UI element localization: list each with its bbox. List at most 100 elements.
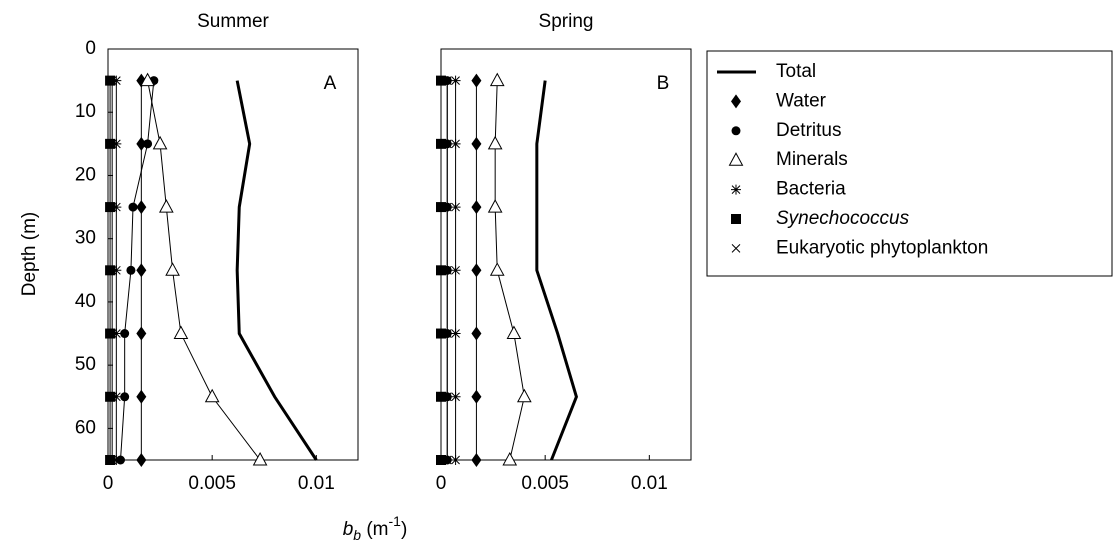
legend-label: Eukaryotic phytoplankton bbox=[776, 237, 988, 258]
marker bbox=[165, 262, 180, 276]
marker bbox=[471, 263, 482, 278]
marker bbox=[450, 138, 461, 149]
marker bbox=[436, 75, 446, 86]
marker bbox=[252, 451, 268, 466]
panel-label: A bbox=[324, 73, 337, 94]
marker bbox=[105, 75, 116, 86]
marker bbox=[450, 328, 461, 339]
x-tick-label: 0.005 bbox=[188, 473, 236, 494]
marker bbox=[450, 265, 461, 276]
marker bbox=[136, 453, 147, 467]
marker bbox=[107, 265, 117, 275]
marker bbox=[450, 455, 461, 465]
marker bbox=[436, 328, 446, 339]
marker bbox=[728, 152, 744, 166]
marker bbox=[120, 329, 130, 339]
marker bbox=[105, 455, 116, 465]
marker bbox=[487, 199, 503, 213]
marker bbox=[436, 138, 446, 149]
legend-label: Total bbox=[776, 61, 816, 82]
marker bbox=[136, 326, 147, 341]
x-label-exponent: -1 bbox=[389, 513, 402, 529]
x-axis-label: bb (m-1) bbox=[343, 513, 408, 543]
x-tick-label: 0 bbox=[436, 473, 447, 494]
legend-label: Bacteria bbox=[776, 179, 846, 200]
total-line bbox=[535, 80, 579, 461]
legend-box bbox=[706, 50, 1113, 277]
marker bbox=[502, 451, 518, 466]
x-tick-label: 0.01 bbox=[298, 473, 335, 494]
x-label-unit: (m bbox=[361, 519, 388, 540]
marker bbox=[450, 391, 461, 402]
marker bbox=[436, 202, 446, 213]
marker bbox=[471, 326, 482, 341]
marker bbox=[489, 262, 505, 276]
y-tick-label: 50 bbox=[75, 354, 96, 375]
legend-label: Synechococcus bbox=[776, 208, 910, 229]
x-tick-label: 0 bbox=[103, 473, 114, 494]
marker bbox=[136, 136, 147, 151]
y-tick-label: 10 bbox=[75, 101, 96, 122]
y-tick-label: 40 bbox=[75, 291, 96, 312]
marker bbox=[436, 265, 446, 276]
marker bbox=[436, 455, 446, 465]
marker bbox=[516, 388, 532, 403]
marker bbox=[107, 139, 117, 149]
marker bbox=[107, 76, 117, 85]
marker bbox=[450, 75, 461, 86]
marker bbox=[105, 391, 116, 402]
series-line bbox=[147, 80, 261, 461]
marker bbox=[442, 455, 452, 465]
marker bbox=[105, 202, 116, 213]
marker bbox=[111, 202, 122, 213]
marker bbox=[111, 328, 122, 339]
marker bbox=[158, 199, 174, 213]
marker bbox=[436, 391, 446, 402]
marker bbox=[152, 135, 168, 150]
marker bbox=[506, 325, 522, 340]
marker bbox=[136, 263, 147, 278]
marker bbox=[442, 139, 452, 149]
marker bbox=[471, 200, 482, 215]
marker bbox=[107, 202, 117, 212]
plot-frame bbox=[107, 48, 359, 461]
marker bbox=[111, 391, 122, 402]
marker bbox=[143, 139, 153, 149]
marker bbox=[731, 214, 741, 224]
marker bbox=[471, 453, 482, 467]
x-tick-label: 0.01 bbox=[631, 473, 668, 494]
marker bbox=[442, 202, 452, 212]
x-label-close: ) bbox=[401, 519, 407, 540]
legend-label: Water bbox=[776, 90, 827, 111]
y-tick-label: 20 bbox=[75, 164, 96, 185]
chart-title: Spring bbox=[539, 11, 594, 32]
chart-title: Summer bbox=[197, 11, 269, 32]
marker bbox=[731, 126, 741, 136]
y-axis-label: Depth (m) bbox=[19, 212, 40, 296]
marker bbox=[204, 388, 220, 403]
marker bbox=[111, 138, 122, 149]
x-tick-label: 0.005 bbox=[521, 473, 569, 494]
marker bbox=[731, 244, 741, 253]
marker bbox=[105, 138, 116, 149]
marker bbox=[111, 455, 122, 465]
marker bbox=[136, 389, 147, 404]
marker bbox=[120, 392, 130, 402]
marker bbox=[471, 73, 482, 88]
y-tick-label: 60 bbox=[75, 417, 96, 438]
marker bbox=[107, 329, 117, 338]
marker bbox=[111, 75, 122, 86]
marker bbox=[471, 389, 482, 404]
marker bbox=[140, 72, 155, 87]
legend-label: Detritus bbox=[776, 120, 841, 141]
marker bbox=[731, 184, 741, 195]
x-label-symbol: b bbox=[343, 519, 354, 540]
x-label-subscript: b bbox=[353, 527, 361, 543]
marker bbox=[471, 136, 482, 151]
marker bbox=[126, 265, 136, 275]
marker bbox=[489, 72, 505, 87]
marker bbox=[111, 265, 122, 276]
marker bbox=[107, 455, 117, 465]
y-tick-label: 0 bbox=[85, 38, 96, 59]
